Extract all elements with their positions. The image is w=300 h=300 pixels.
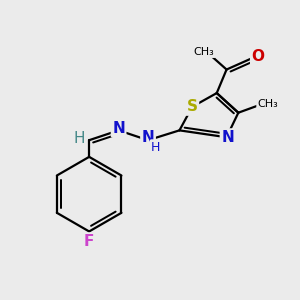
Text: H: H bbox=[151, 141, 160, 154]
Text: N: N bbox=[221, 130, 234, 145]
Text: N: N bbox=[142, 130, 154, 145]
Text: CH₃: CH₃ bbox=[257, 99, 278, 109]
Text: N: N bbox=[112, 121, 125, 136]
Text: S: S bbox=[187, 99, 198, 114]
Text: CH₃: CH₃ bbox=[194, 47, 214, 57]
Text: O: O bbox=[251, 49, 265, 64]
Text: H: H bbox=[74, 131, 85, 146]
Text: F: F bbox=[84, 234, 94, 249]
